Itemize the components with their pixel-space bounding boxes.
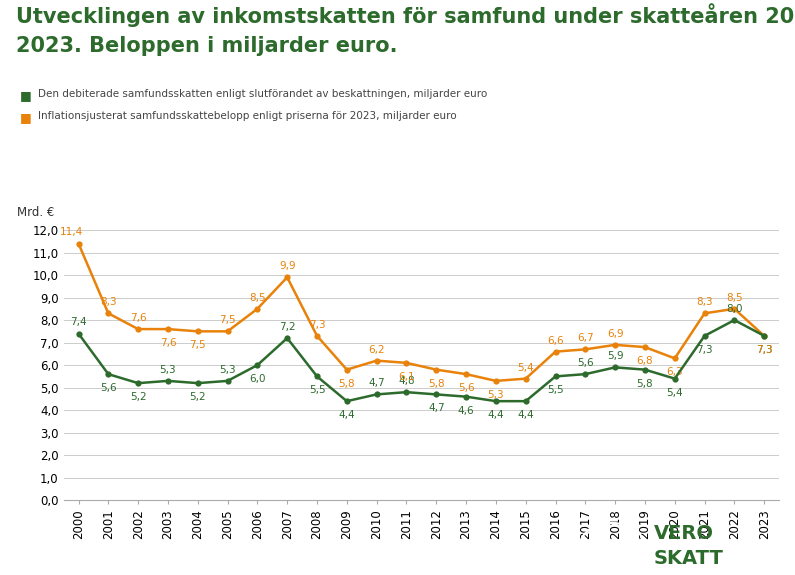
Text: 5,8: 5,8 [339, 378, 355, 389]
Text: Utvecklingen av inkomstskatten för samfund under skatteåren 2000–: Utvecklingen av inkomstskatten för samfu… [16, 3, 795, 26]
Text: 6,2: 6,2 [368, 344, 385, 355]
Text: 4,4: 4,4 [487, 410, 504, 420]
Text: 5,4: 5,4 [666, 388, 683, 397]
Text: 5,9: 5,9 [607, 351, 623, 361]
Text: 5,8: 5,8 [637, 378, 653, 389]
Text: 5,8: 5,8 [428, 378, 444, 389]
Text: 8,0: 8,0 [726, 304, 743, 314]
Text: Inflationsjusterat samfundsskattebelopp enligt priserna för 2023, miljarder euro: Inflationsjusterat samfundsskattebelopp … [38, 111, 457, 121]
Text: 8,3: 8,3 [696, 297, 713, 307]
Text: 7,4: 7,4 [70, 317, 87, 328]
Text: 5,3: 5,3 [487, 390, 504, 400]
Text: 7,5: 7,5 [219, 315, 236, 325]
Text: 5,6: 5,6 [458, 383, 475, 393]
Text: 5,3: 5,3 [219, 365, 236, 375]
Text: 6,9: 6,9 [607, 329, 623, 339]
Text: 7,3: 7,3 [756, 345, 773, 355]
Text: 6,0: 6,0 [249, 374, 266, 384]
Text: 5,5: 5,5 [547, 385, 564, 395]
Text: 7,5: 7,5 [189, 340, 206, 350]
Text: 7,3: 7,3 [308, 320, 325, 329]
Text: 5,3: 5,3 [160, 365, 176, 375]
Text: 8,5: 8,5 [726, 293, 743, 302]
Text: 6,8: 6,8 [637, 356, 653, 366]
Text: 4,4: 4,4 [339, 410, 355, 420]
Text: 2023. Beloppen i miljarder euro.: 2023. Beloppen i miljarder euro. [16, 36, 397, 56]
Text: ■: ■ [20, 111, 32, 124]
Text: 5,6: 5,6 [100, 383, 117, 393]
Text: 4,7: 4,7 [368, 378, 385, 388]
Text: 9,9: 9,9 [279, 261, 296, 271]
Text: 7,3: 7,3 [756, 345, 773, 355]
Text: 5,6: 5,6 [577, 358, 594, 368]
Text: 6,7: 6,7 [577, 334, 594, 343]
Text: SKATT: SKATT [653, 549, 723, 568]
Text: 6,1: 6,1 [398, 372, 415, 382]
Text: 4,6: 4,6 [458, 405, 475, 416]
Text: 5,4: 5,4 [518, 362, 534, 373]
Text: Den debiterade samfundsskatten enligt slutförandet av beskattningen, miljarder e: Den debiterade samfundsskatten enligt sl… [38, 89, 487, 99]
Text: 11,4: 11,4 [60, 227, 83, 237]
Text: 7,3: 7,3 [696, 345, 713, 355]
Text: 8,5: 8,5 [249, 293, 266, 302]
Text: 7,6: 7,6 [160, 338, 176, 348]
Text: 6,3: 6,3 [666, 367, 683, 377]
Text: VERO: VERO [653, 524, 713, 543]
Text: 6,6: 6,6 [547, 335, 564, 346]
Text: 5,2: 5,2 [130, 392, 146, 402]
Text: Mrd. €: Mrd. € [17, 206, 55, 219]
Text: 4,4: 4,4 [518, 410, 534, 420]
Text: 7,2: 7,2 [279, 322, 296, 332]
Text: 4,8: 4,8 [398, 376, 415, 386]
Text: 4,7: 4,7 [428, 403, 444, 413]
Text: 5,2: 5,2 [189, 392, 206, 402]
Text: 5,5: 5,5 [308, 385, 325, 395]
Text: 8,3: 8,3 [100, 297, 117, 307]
Text: ■: ■ [20, 89, 32, 102]
Text: 7,6: 7,6 [130, 313, 146, 323]
